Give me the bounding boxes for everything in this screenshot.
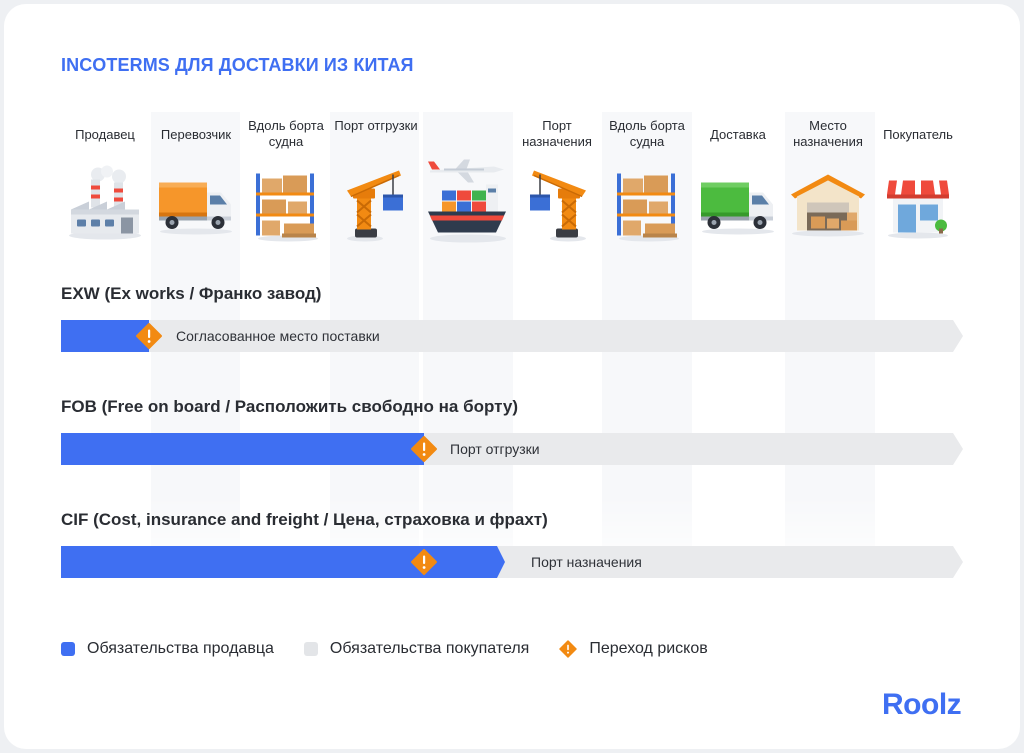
page-title: INCOTERMS ДЛЯ ДОСТАВКИ ИЗ КИТАЯ xyxy=(61,55,414,75)
term-title-fob: FOB (Free on board / Расположить свободн… xyxy=(61,397,519,416)
seller-obligation-bar xyxy=(61,546,505,578)
legend-item-risk: Переход рисков xyxy=(559,640,708,658)
port-crane-icon xyxy=(524,167,590,248)
legend: Обязательства продавца Обязательства пок… xyxy=(61,639,738,659)
seller-swatch-icon xyxy=(61,642,75,656)
column-label-delivery: Доставка xyxy=(710,127,766,142)
truck-icon xyxy=(155,177,237,242)
seller-obligation-bar xyxy=(61,433,424,465)
infographic-card: INCOTERMS ДЛЯ ДОСТАВКИ ИЗ КИТАЯ Продавец… xyxy=(4,4,1020,749)
legend-label-seller: Обязательства продавца xyxy=(87,640,274,657)
column-label-port-of-destination: Порт назначения xyxy=(522,118,592,149)
port-crane-icon xyxy=(343,167,409,248)
legend-item-buyer: Обязательства покупателя xyxy=(303,640,530,658)
warehouse-rack-icon xyxy=(250,168,322,249)
shop-icon xyxy=(883,171,953,246)
term-title-cif: CIF (Cost, insurance and freight / Цена,… xyxy=(61,510,548,529)
risk-warning-icon xyxy=(559,640,578,658)
legend-label-buyer: Обязательства покупателя xyxy=(329,640,530,657)
svg-text:Roolz: Roolz xyxy=(882,688,961,720)
term-title-exw: EXW (Ex works / Франко завод) xyxy=(61,284,322,303)
term-track-cif: Порт назначения xyxy=(61,546,963,578)
column-label-alongside-ship: Вдоль борта судна xyxy=(248,118,324,149)
term-track-fob: Порт отгрузки xyxy=(61,433,963,465)
seller-obligation-bar xyxy=(61,320,149,352)
column-label-carrier: Перевозчик xyxy=(160,127,232,142)
column-label-seller: Продавец xyxy=(75,127,135,142)
legend-item-seller: Обязательства продавца xyxy=(61,640,274,658)
truck-icon xyxy=(697,177,779,242)
term-point-label: Порт назначения xyxy=(531,554,642,570)
term-track-exw: Согласованное место поставки xyxy=(61,320,963,352)
stage: INCOTERMS ДЛЯ ДОСТАВКИ ИЗ КИТАЯ Продавец… xyxy=(4,4,1020,749)
column-label-port-of-shipment: Порт отгрузки xyxy=(334,118,418,133)
warehouse-icon xyxy=(787,169,869,244)
risk-transfer-marker xyxy=(410,548,438,576)
term-point-label: Порт отгрузки xyxy=(450,441,540,457)
warehouse-rack-icon xyxy=(611,168,683,249)
ship-plane-icon xyxy=(424,157,510,250)
column-label-alongside-ship-destination: Вдоль борта судна xyxy=(609,118,685,149)
legend-label-risk: Переход рисков xyxy=(589,640,708,657)
risk-transfer-marker xyxy=(135,322,163,350)
column-label-destination: Место назначения xyxy=(793,118,863,149)
risk-transfer-marker xyxy=(410,435,438,463)
factory-icon xyxy=(65,165,145,247)
term-point-label: Согласованное место поставки xyxy=(176,328,380,344)
roolz-logo: Roolz xyxy=(882,688,962,720)
buyer-swatch-icon xyxy=(303,642,318,656)
column-label-buyer: Покупатель xyxy=(883,127,953,142)
